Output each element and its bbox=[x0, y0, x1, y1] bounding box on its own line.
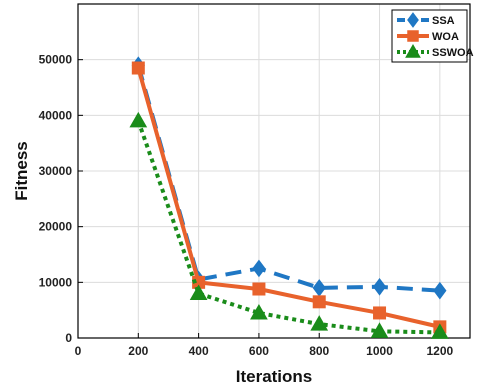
y-tick-label: 20000 bbox=[39, 220, 73, 234]
x-tick-label: 400 bbox=[189, 344, 209, 358]
legend-item-ssa: SSA bbox=[397, 12, 455, 28]
axis-ticks: 0 10000 20000 30000 40000 50000 0 200 400 600 800 1… bbox=[39, 53, 454, 358]
x-tick-label: 0 bbox=[75, 344, 82, 358]
y-axis-label: Fitness bbox=[12, 141, 31, 201]
series-line-sswoa bbox=[136, 120, 440, 335]
x-tick-label: 800 bbox=[309, 344, 329, 358]
data-point-sswoa bbox=[310, 315, 329, 331]
legend-label-woa: WOA bbox=[432, 31, 459, 43]
series-woa bbox=[131, 61, 447, 334]
data-point-sswoa bbox=[250, 303, 268, 320]
data-point-ssa bbox=[252, 259, 266, 278]
y-tick-label: 50000 bbox=[39, 53, 73, 67]
legend-label-sswoa: SSWOA bbox=[432, 47, 474, 59]
legend-item-woa: WOA bbox=[397, 30, 459, 43]
data-point-sswoa bbox=[189, 284, 208, 300]
legend-item-sswoa: SSWOA bbox=[397, 43, 474, 59]
x-tick-label: 200 bbox=[128, 344, 148, 358]
data-point-ssa bbox=[433, 281, 447, 300]
x-tick-label: 1000 bbox=[366, 344, 393, 358]
data-point-sswoa bbox=[129, 111, 148, 128]
legend-marker-woa bbox=[407, 30, 419, 42]
legend-marker-sswoa bbox=[405, 43, 421, 58]
data-point-woa bbox=[131, 61, 145, 75]
data-point-woa bbox=[312, 295, 326, 309]
data-point-woa bbox=[252, 282, 266, 296]
data-point-sswoa bbox=[370, 322, 389, 338]
legend-label-ssa: SSA bbox=[432, 15, 455, 27]
series-line-woa bbox=[136, 67, 441, 329]
data-point-sswoa bbox=[430, 323, 449, 339]
data-point-ssa bbox=[372, 277, 387, 296]
y-tick-label: 30000 bbox=[39, 164, 73, 178]
series-layer bbox=[129, 56, 449, 339]
y-tick-label: 40000 bbox=[39, 108, 73, 122]
series-ssa bbox=[131, 56, 447, 300]
series-sswoa bbox=[129, 111, 449, 339]
legend-marker-ssa bbox=[407, 12, 419, 28]
legend: SSA WOA SSWOA bbox=[391, 9, 474, 63]
y-tick-label: 10000 bbox=[39, 275, 73, 289]
x-tick-label: 600 bbox=[249, 344, 269, 358]
data-point-woa bbox=[373, 306, 387, 320]
x-tick-label: 1200 bbox=[426, 344, 453, 358]
series-line-ssa bbox=[136, 64, 440, 293]
y-tick-label: 0 bbox=[65, 331, 72, 345]
x-axis-label: Iterations bbox=[236, 367, 313, 386]
